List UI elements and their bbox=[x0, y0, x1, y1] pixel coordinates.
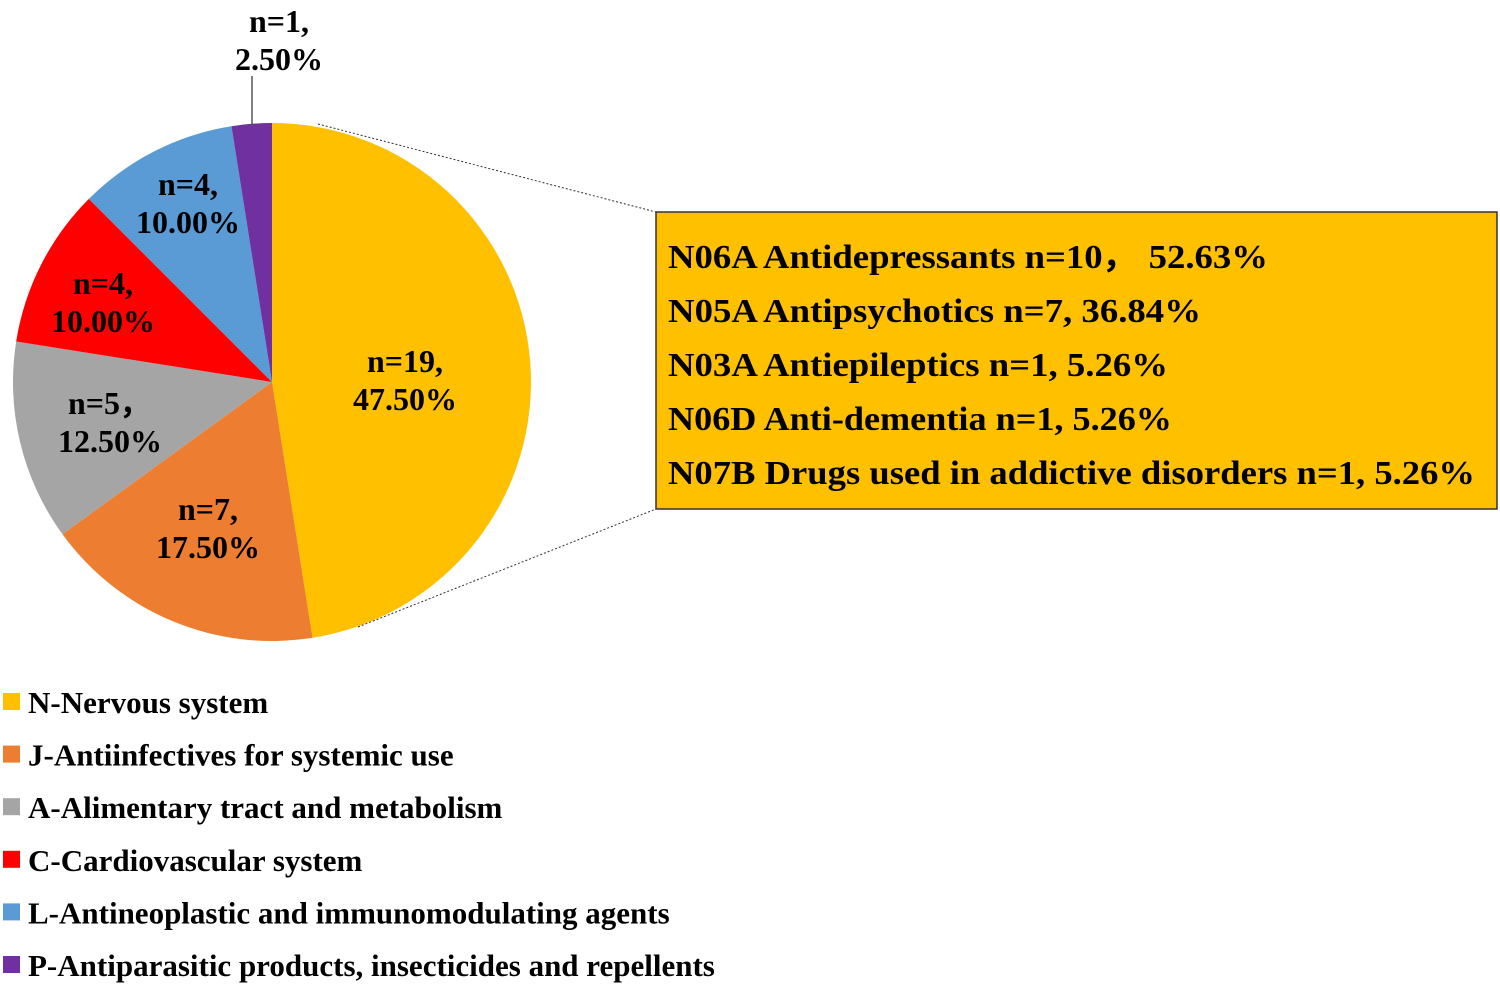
pie-slice-p bbox=[231, 123, 272, 382]
legend-swatch bbox=[3, 903, 20, 921]
pie-slices bbox=[12, 123, 531, 641]
pie-slice-c bbox=[16, 198, 272, 382]
legend-swatch bbox=[3, 745, 20, 763]
slice-label-percent: 12.50% bbox=[58, 423, 162, 459]
slice-label-percent: 47.50% bbox=[353, 381, 457, 417]
breakout-lines: N06A Antidepressants n=10， 52.63% N05A An… bbox=[668, 239, 1475, 492]
breakout-line: N06D Anti-dementia n=1, 5.26% bbox=[668, 401, 1172, 438]
breakout-connector-bottom bbox=[357, 508, 657, 628]
slice-labels: n=19,47.50%n=7,17.50%n=5，12.50%n=4,10.00… bbox=[51, 3, 457, 565]
breakout-line: N06A Antidepressants n=10， 52.63% bbox=[668, 239, 1268, 276]
breakout-line: N05A Antipsychotics n=7, 36.84% bbox=[668, 293, 1201, 330]
slice-label-percent: 2.50% bbox=[235, 41, 323, 77]
breakout-line: N07B Drugs used in addictive disorders n… bbox=[668, 455, 1475, 492]
legend-entry: N-Nervous system bbox=[28, 685, 268, 720]
legend-entry: C-Cardiovascular system bbox=[28, 843, 363, 878]
pie-slice-j bbox=[62, 382, 313, 641]
slice-label-count: n=19, bbox=[367, 343, 443, 379]
breakout-box bbox=[655, 211, 1498, 510]
slice-label-count: n=5， bbox=[68, 385, 152, 421]
legend-swatch bbox=[3, 956, 20, 973]
legend-entry: P-Antiparasitic products, insecticides a… bbox=[28, 948, 715, 983]
slice-label-percent: 17.50% bbox=[156, 529, 260, 565]
slice-label-percent: 10.00% bbox=[51, 303, 155, 339]
legend-entry: J-Antiinfectives for systemic use bbox=[28, 738, 454, 773]
slice-label-count: n=1, bbox=[249, 3, 309, 39]
legend: N-Nervous system J-Antiinfectives for sys… bbox=[3, 685, 715, 983]
slice-label-percent: 10.00% bbox=[136, 204, 240, 240]
legend-swatch bbox=[3, 850, 20, 868]
slice-label-count: n=4, bbox=[73, 265, 133, 301]
pie-slice-a bbox=[12, 341, 273, 535]
pie-slice-n bbox=[272, 123, 531, 638]
pie-slice-l bbox=[88, 126, 272, 382]
slice-label-count: n=4, bbox=[158, 166, 218, 202]
legend-entry: L-Antineoplastic and immunomodulating ag… bbox=[28, 895, 670, 930]
legend-entry: A-Alimentary tract and metabolism bbox=[28, 790, 503, 825]
breakout-line: N03A Antiepileptics n=1, 5.26% bbox=[668, 347, 1168, 384]
slice-label-count: n=7, bbox=[178, 491, 238, 527]
legend-swatch bbox=[3, 693, 20, 710]
legend-swatch bbox=[3, 798, 20, 816]
